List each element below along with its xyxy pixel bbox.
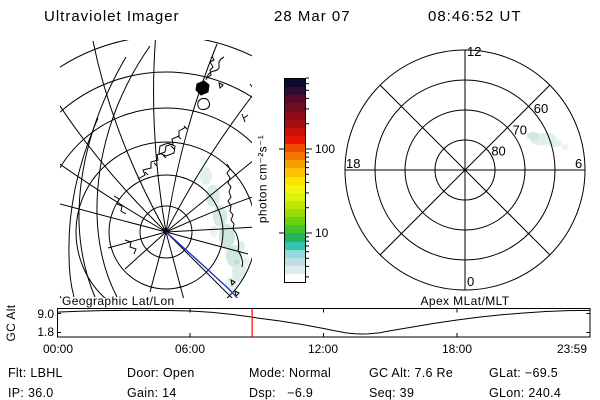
xtick-2359: 23:59 — [556, 342, 588, 356]
map-meridians — [60, 40, 252, 298]
status-door: Door: Open — [127, 366, 195, 380]
svg-text:60: 60 — [534, 101, 548, 116]
mlt-label-0: 0 — [467, 274, 475, 289]
xtick-1800: 18:00 — [441, 342, 473, 356]
ytick-perigee: 1.8 — [37, 325, 54, 339]
gc-alt-curve — [56, 309, 591, 335]
svg-text:80: 80 — [491, 144, 505, 159]
xtick-0000: 00:00 — [42, 342, 74, 356]
colorbar — [284, 78, 306, 283]
xtick-1200: 12:00 — [307, 342, 339, 356]
colorbar-ticks: 100 10 — [279, 77, 335, 278]
time-display: 08:46:52 UT — [428, 8, 522, 25]
status-gain: Gain: 14 — [127, 386, 177, 400]
timeline-axis-ticks — [57, 308, 590, 337]
svg-text:70: 70 — [513, 122, 527, 137]
mlt-label-12: 12 — [467, 44, 482, 59]
map-coastlines — [113, 55, 252, 298]
status-mode: Mode: Normal — [249, 366, 332, 380]
status-gc-alt: GC Alt: 7.6 Re — [369, 366, 454, 380]
svg-text:10: 10 — [315, 226, 329, 240]
mlt-label-18: 18 — [346, 156, 361, 171]
geo-map-caption: Geographic Lat/Lon — [62, 294, 175, 308]
date-display: 28 Mar 07 — [274, 8, 351, 25]
geographic-map — [60, 40, 252, 298]
xtick-0600: 06:00 — [174, 342, 206, 356]
svg-text:100: 100 — [315, 142, 335, 156]
status-glat: GLat: −69.5 — [489, 366, 558, 380]
colorbar-unit-label: photon cm⁻²s⁻¹ — [255, 134, 270, 224]
app-title: Ultraviolet Imager — [44, 8, 180, 25]
ytick-apogee: 9.0 — [37, 307, 54, 321]
timeline-ylabel: GC Alt — [4, 304, 18, 342]
polar-aurora-emission — [527, 132, 569, 150]
satellite-track — [165, 231, 239, 298]
status-glon: GLon: 240.4 — [489, 386, 562, 400]
status-ip: IP: 36.0 — [8, 386, 54, 400]
status-seq: Seq: 39 — [369, 386, 415, 400]
map-limb-arcs — [68, 45, 151, 298]
timeline-frame — [57, 308, 591, 338]
map-latitude-rings — [60, 40, 252, 298]
mlt-label-6: 6 — [575, 156, 583, 171]
status-dsp: Dsp: −6.9 — [249, 386, 314, 400]
timeline-plot — [56, 308, 591, 338]
polar-caption: Apex MLat/MLT — [420, 294, 510, 308]
status-flight: Flt: LBHL — [8, 366, 63, 380]
